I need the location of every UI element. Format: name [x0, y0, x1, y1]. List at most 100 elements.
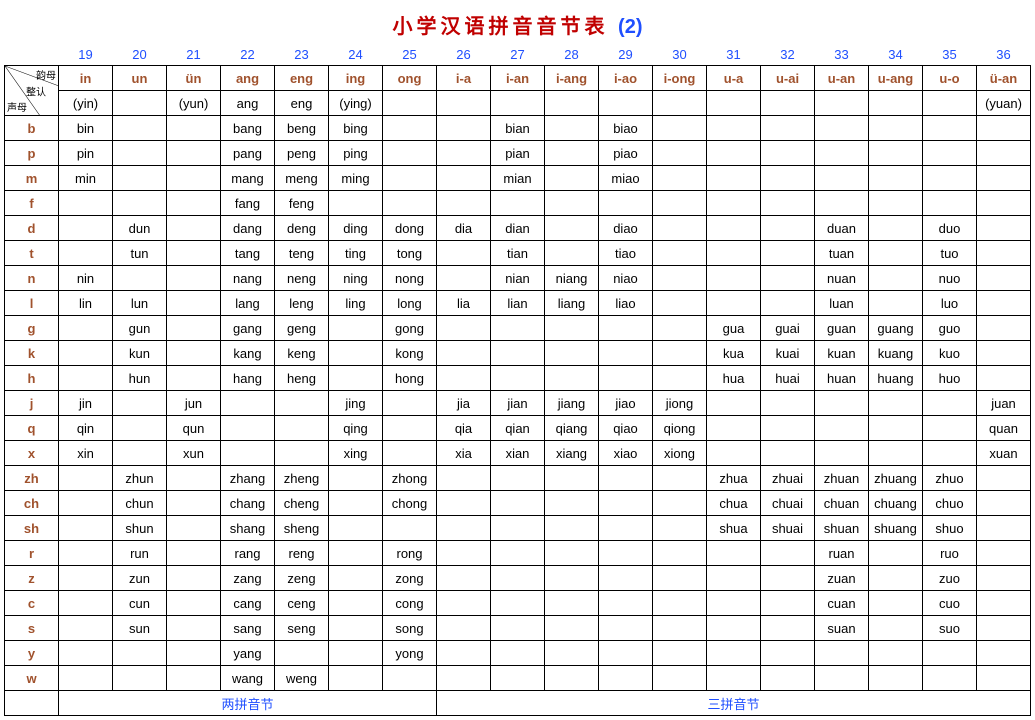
syllable-cell: kuai [761, 341, 815, 366]
table-row: ssunsangsengsongsuansuo [5, 616, 1031, 641]
syllable-cell [167, 291, 221, 316]
syllable-cell [869, 266, 923, 291]
table-row: mminmangmengmingmianmiao [5, 166, 1031, 191]
initial-header: m [5, 166, 59, 191]
final-header: ang [221, 66, 275, 91]
table-row: ppinpangpengpingpianpiao [5, 141, 1031, 166]
syllable-cell [761, 641, 815, 666]
syllable-cell: ruo [923, 541, 977, 566]
syllable-cell [59, 666, 113, 691]
syllable-cell [113, 391, 167, 416]
syllable-cell [869, 141, 923, 166]
syllable-cell [599, 466, 653, 491]
bottom-group-row: 两拼音节三拼音节 [5, 691, 1031, 716]
syllable-cell: qiang [545, 416, 599, 441]
syllable-cell [761, 416, 815, 441]
syllable-cell [761, 241, 815, 266]
syllable-cell: shuai [761, 516, 815, 541]
syllable-cell [329, 666, 383, 691]
initial-header: f [5, 191, 59, 216]
syllable-cell [923, 191, 977, 216]
syllable-cell [869, 191, 923, 216]
syllable-cell [491, 666, 545, 691]
syllable-cell: hun [113, 366, 167, 391]
syllable-cell [869, 166, 923, 191]
syllable-cell: leng [275, 291, 329, 316]
syllable-cell: luo [923, 291, 977, 316]
syllable-cell [167, 341, 221, 366]
syllable-cell: kuan [815, 341, 869, 366]
syllable-cell [113, 191, 167, 216]
syllable-cell [59, 491, 113, 516]
syllable-cell [707, 391, 761, 416]
syllable-cell: huan [815, 366, 869, 391]
syllable-cell [869, 116, 923, 141]
syllable-cell [491, 566, 545, 591]
syllable-cell: shua [707, 516, 761, 541]
syllable-cell [653, 516, 707, 541]
corner-bl: 声母 [7, 99, 27, 114]
syllable-cell: kong [383, 341, 437, 366]
syllable-cell [599, 591, 653, 616]
syllable-cell [653, 241, 707, 266]
column-number: 25 [383, 43, 437, 66]
syllable-cell [167, 316, 221, 341]
syllable-cell [923, 641, 977, 666]
syllable-cell [761, 91, 815, 116]
syllable-cell: zeng [275, 566, 329, 591]
syllable-cell [545, 166, 599, 191]
syllable-cell [707, 291, 761, 316]
initial-header: w [5, 666, 59, 691]
table-row: kkunkangkengkongkuakuaikuankuangkuo [5, 341, 1031, 366]
syllable-cell [545, 216, 599, 241]
table-row: hhunhanghenghonghuahuaihuanhuanghuo [5, 366, 1031, 391]
syllable-cell [329, 641, 383, 666]
syllable-cell [653, 91, 707, 116]
syllable-cell: dun [113, 216, 167, 241]
syllable-cell [599, 316, 653, 341]
initial-header: y [5, 641, 59, 666]
zero-initial-row: (yin)(yun)angeng(ying)(yuan) [5, 91, 1031, 116]
syllable-cell: huang [869, 366, 923, 391]
syllable-cell: jian [491, 391, 545, 416]
initial-header: g [5, 316, 59, 341]
syllable-cell [977, 591, 1031, 616]
syllable-cell [167, 491, 221, 516]
column-number: 29 [599, 43, 653, 66]
syllable-cell: ding [329, 216, 383, 241]
syllable-cell [329, 541, 383, 566]
syllable-cell: wang [221, 666, 275, 691]
syllable-cell: bang [221, 116, 275, 141]
table-row: ddundangdengdingdongdiadiandiaoduanduo [5, 216, 1031, 241]
syllable-cell: chong [383, 491, 437, 516]
syllable-cell [437, 616, 491, 641]
syllable-cell [437, 241, 491, 266]
syllable-cell [653, 216, 707, 241]
table-row: jjinjunjingjiajianjiangjiaojiongjuan [5, 391, 1031, 416]
syllable-cell: nuan [815, 266, 869, 291]
syllable-cell: qiong [653, 416, 707, 441]
column-number: 24 [329, 43, 383, 66]
syllable-cell [167, 666, 221, 691]
syllable-cell [491, 91, 545, 116]
syllable-cell [599, 366, 653, 391]
syllable-cell [761, 441, 815, 466]
initial-header: zh [5, 466, 59, 491]
syllable-cell: run [113, 541, 167, 566]
syllable-cell: lian [491, 291, 545, 316]
syllable-cell: qun [167, 416, 221, 441]
syllable-cell [491, 516, 545, 541]
syllable-cell [275, 416, 329, 441]
syllable-cell: xiao [599, 441, 653, 466]
initial-header: r [5, 541, 59, 566]
syllable-cell [653, 591, 707, 616]
syllable-cell [167, 141, 221, 166]
syllable-cell [869, 441, 923, 466]
syllable-cell [59, 591, 113, 616]
syllable-cell [167, 466, 221, 491]
final-header: ü-an [977, 66, 1031, 91]
syllable-cell: neng [275, 266, 329, 291]
syllable-cell: ruan [815, 541, 869, 566]
syllable-cell [491, 191, 545, 216]
syllable-cell: xia [437, 441, 491, 466]
